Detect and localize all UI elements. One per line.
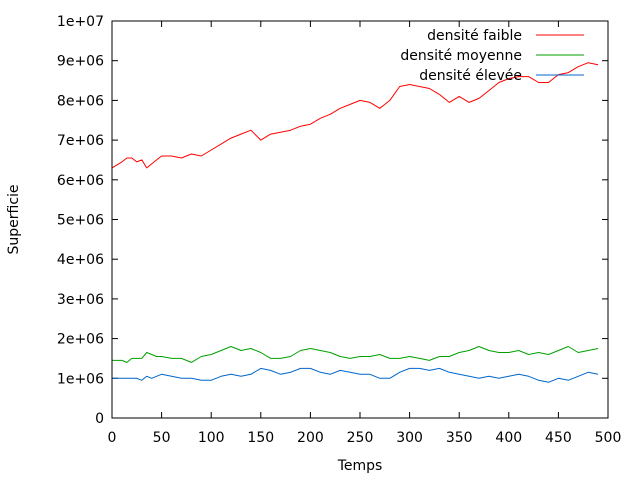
series-lines — [111, 62, 599, 383]
x-tick-label: 150 — [247, 430, 274, 446]
legend: densité faible densité moyenne densité éle… — [400, 28, 584, 84]
x-tick-label: 300 — [396, 430, 423, 446]
x-tick-label: 250 — [347, 430, 374, 446]
x-tick-label: 450 — [545, 430, 572, 446]
legend-label: densité élevée — [419, 68, 522, 84]
legend-label: densité moyenne — [400, 48, 522, 64]
x-tick-label: 500 — [595, 430, 622, 446]
x-tick-label: 100 — [198, 430, 225, 446]
y-tick-label: 9e+06 — [57, 54, 104, 70]
y-tick-label: 1e+07 — [57, 14, 104, 30]
y-tick-label: 3e+06 — [57, 292, 104, 308]
x-tick-label: 0 — [108, 430, 117, 446]
y-tick-label: 7e+06 — [57, 133, 104, 149]
x-tick-label: 400 — [495, 430, 522, 446]
y-tick-label: 1e+06 — [57, 371, 104, 387]
y-tick-label: 2e+06 — [57, 332, 104, 348]
y-tick-label: 8e+06 — [57, 93, 104, 109]
y-axis-ticks: 0 1e+06 2e+06 3e+06 4e+06 5e+06 6e+06 7e+06 8e+0… — [57, 14, 608, 427]
series-line-3 — [112, 367, 599, 383]
y-tick-label: 0 — [95, 411, 104, 427]
x-axis-ticks: 0 50 100 150 200 250 300 350 400 450 500 — [108, 21, 622, 446]
y-tick-label: 6e+06 — [57, 173, 104, 189]
legend-label: densité faible — [427, 28, 522, 44]
series-line-2 — [112, 346, 599, 363]
y-tick-label: 4e+06 — [57, 252, 104, 268]
series-line-1 — [111, 62, 599, 169]
y-axis-label: Superficie — [6, 184, 22, 254]
x-tick-label: 350 — [446, 430, 473, 446]
x-axis-label: Temps — [337, 458, 383, 474]
y-tick-label: 5e+06 — [57, 213, 104, 229]
x-tick-label: 200 — [297, 430, 324, 446]
plot-frame — [111, 20, 609, 419]
x-tick-label: 50 — [153, 430, 171, 446]
